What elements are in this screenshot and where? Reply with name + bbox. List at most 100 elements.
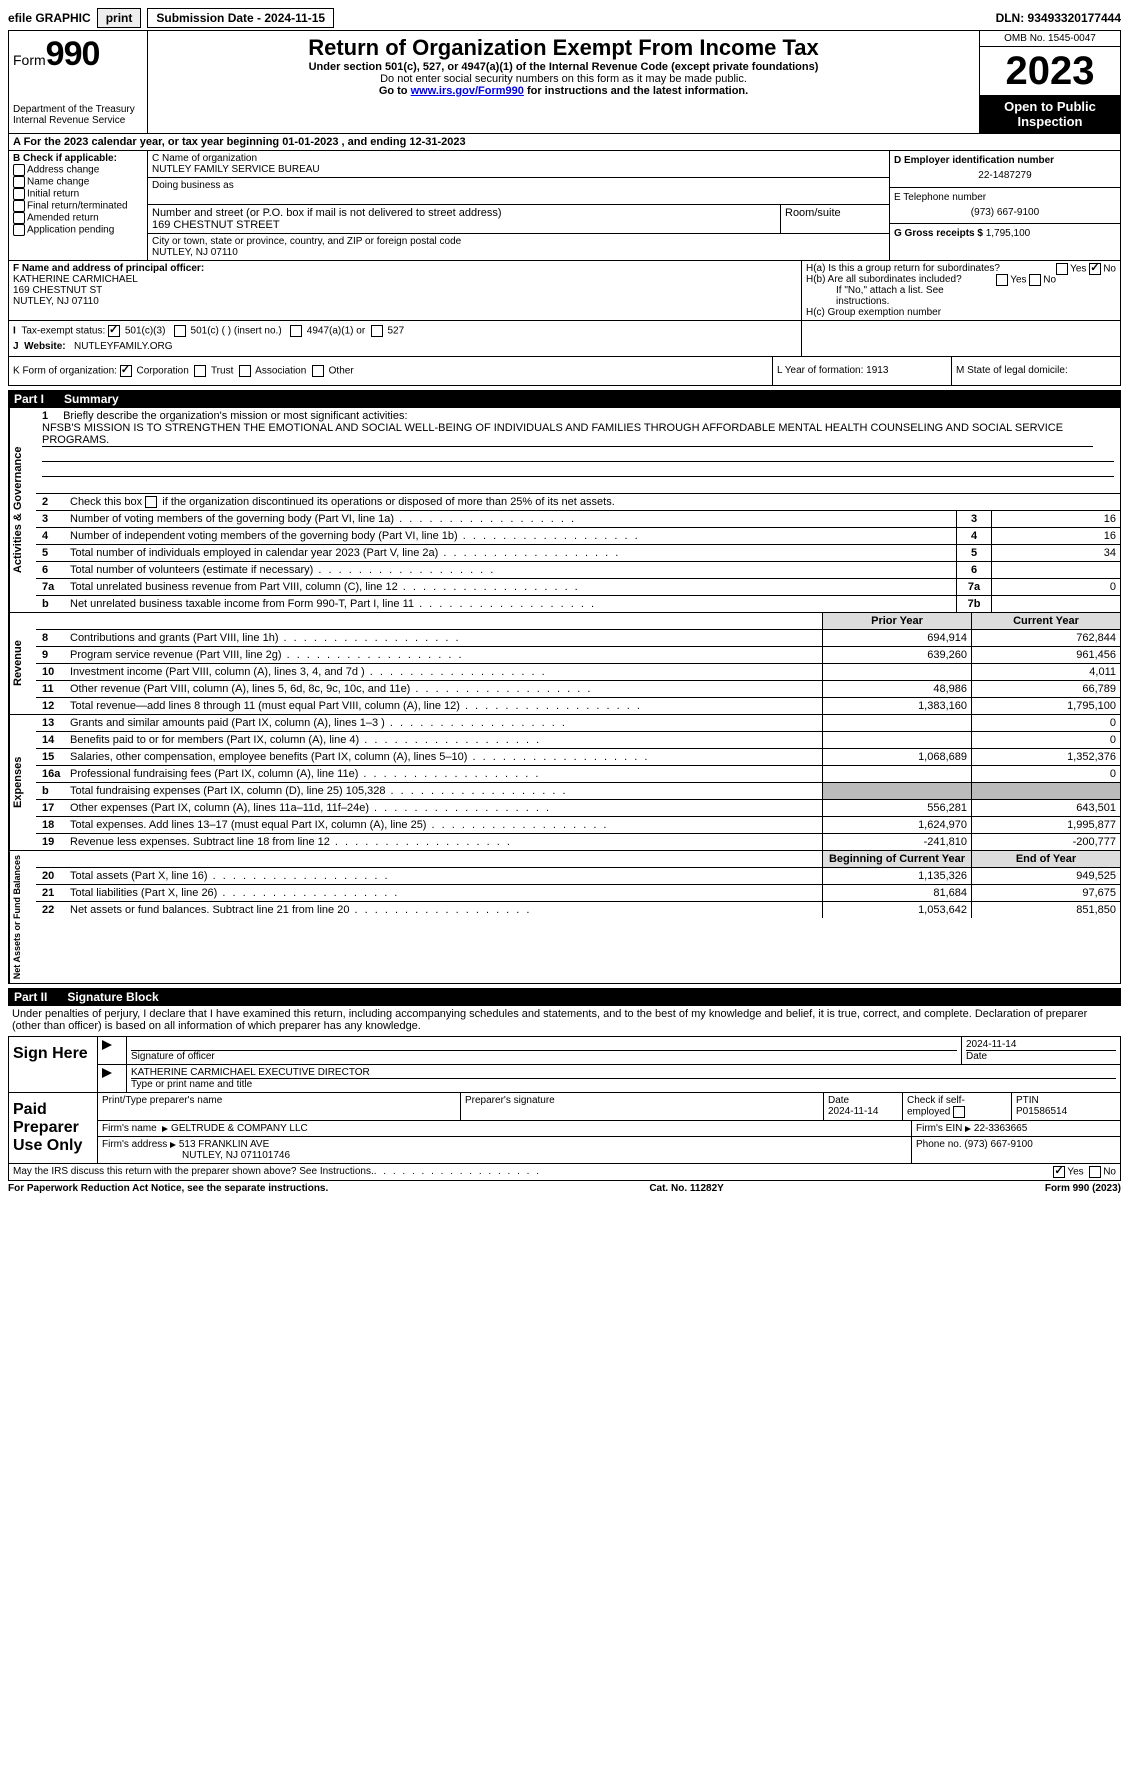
opt-name: Name change xyxy=(27,177,89,188)
print-button[interactable]: print xyxy=(97,8,142,28)
chk-4947[interactable] xyxy=(290,325,302,337)
header-right: OMB No. 1545-0047 2023 Open to Public In… xyxy=(979,31,1120,133)
prep-sig-label: Preparer's signature xyxy=(465,1095,819,1106)
vlabel-net: Net Assets or Fund Balances xyxy=(9,851,36,983)
527: 527 xyxy=(388,326,405,337)
arrow-icon-2 xyxy=(102,1068,112,1078)
hb-yes[interactable] xyxy=(996,274,1008,286)
dept-label: Department of the Treasury Internal Reve… xyxy=(13,104,143,126)
url-post: for instructions and the latest informat… xyxy=(524,85,748,97)
part2-title: Signature Block xyxy=(67,990,158,1004)
paid-label: Paid Preparer Use Only xyxy=(9,1093,98,1163)
ha-no[interactable] xyxy=(1089,263,1101,275)
hb-no[interactable] xyxy=(1029,274,1041,286)
chk-amended[interactable] xyxy=(13,212,25,224)
inspection-label: Open to Public Inspection xyxy=(980,95,1120,133)
money-line: 10Investment income (Part VIII, column (… xyxy=(36,664,1120,681)
chk-self-emp[interactable] xyxy=(953,1106,965,1118)
col-d: D Employer identification number 22-1487… xyxy=(889,151,1120,260)
row-klm: K Form of organization: Corporation Trus… xyxy=(8,357,1121,386)
revenue-section: Revenue Prior Year Current Year 8Contrib… xyxy=(8,613,1121,715)
money-line: 19Revenue less expenses. Subtract line 1… xyxy=(36,834,1120,850)
hb2-label: If "No," attach a list. See instructions… xyxy=(806,285,1116,307)
officer-typed: KATHERINE CARMICHAEL EXECUTIVE DIRECTOR xyxy=(131,1067,1116,1078)
chk-final[interactable] xyxy=(13,200,25,212)
gov-line: 2Check this box if the organization disc… xyxy=(36,494,1120,511)
discuss-row: May the IRS discuss this return with the… xyxy=(8,1164,1121,1181)
officer-city: NUTLEY, NJ 07110 xyxy=(13,296,797,307)
firm-name: GELTRUDE & COMPANY LLC xyxy=(171,1123,308,1134)
part1-title: Summary xyxy=(64,392,119,406)
info-block: B Check if applicable: Address change Na… xyxy=(8,151,1121,261)
gross-label: G Gross receipts $ xyxy=(894,228,983,239)
chk-501c3[interactable] xyxy=(108,325,120,337)
chk-trust[interactable] xyxy=(194,365,206,377)
money-line: 13Grants and similar amounts paid (Part … xyxy=(36,715,1120,732)
cat-no: Cat. No. 11282Y xyxy=(649,1183,723,1194)
net-assets-section: Net Assets or Fund Balances Beginning of… xyxy=(8,851,1121,984)
501c: 501(c) ( ) (insert no.) xyxy=(191,326,282,337)
paperwork-notice: For Paperwork Reduction Act Notice, see … xyxy=(8,1183,328,1194)
state-domicile: M State of legal domicile: xyxy=(951,357,1120,385)
chk-corp[interactable] xyxy=(120,365,132,377)
irs-link[interactable]: www.irs.gov/Form990 xyxy=(411,85,524,97)
subtitle-2: Do not enter social security numbers on … xyxy=(156,73,971,85)
chk-pending[interactable] xyxy=(13,224,25,236)
current-year-hdr: Current Year xyxy=(971,613,1120,629)
money-line: 17Other expenses (Part IX, column (A), l… xyxy=(36,800,1120,817)
501c3: 501(c)(3) xyxy=(125,326,166,337)
phone-label: E Telephone number xyxy=(894,192,1116,203)
mission-label: Briefly describe the organization's miss… xyxy=(63,410,407,422)
discuss-yes[interactable] xyxy=(1053,1166,1065,1178)
gov-line: bNet unrelated business taxable income f… xyxy=(36,596,1120,612)
chk-other[interactable] xyxy=(312,365,324,377)
dln-label: DLN: 93493320177444 xyxy=(996,11,1121,25)
rev-header: Prior Year Current Year xyxy=(36,613,1120,630)
bottom-line: For Paperwork Reduction Act Notice, see … xyxy=(8,1181,1121,1196)
firm-phone: (973) 667-9100 xyxy=(964,1139,1032,1150)
col-c: C Name of organization NUTLEY FAMILY SER… xyxy=(148,151,889,260)
ha-yes[interactable] xyxy=(1056,263,1068,275)
chk-initial[interactable] xyxy=(13,188,25,200)
money-line: 9Program service revenue (Part VIII, lin… xyxy=(36,647,1120,664)
opt-final: Final return/terminated xyxy=(27,201,128,212)
part2-header: Part II Signature Block xyxy=(8,988,1121,1006)
col-b: B Check if applicable: Address change Na… xyxy=(9,151,148,260)
form-footer: Form 990 (2023) xyxy=(1045,1183,1121,1194)
firm-city: NUTLEY, NJ 071101746 xyxy=(102,1150,907,1161)
chk-address[interactable] xyxy=(13,164,25,176)
type-name-label: Type or print name and title xyxy=(131,1078,1116,1090)
expenses-section: Expenses 13Grants and similar amounts pa… xyxy=(8,715,1121,851)
discuss-no[interactable] xyxy=(1089,1166,1101,1178)
chk-501c[interactable] xyxy=(174,325,186,337)
gross-value: 1,795,100 xyxy=(986,228,1031,239)
form-label: Form xyxy=(13,52,46,68)
firm-ein-label: Firm's EIN xyxy=(916,1123,962,1134)
chk-527[interactable] xyxy=(371,325,383,337)
org-city: NUTLEY, NJ 07110 xyxy=(152,247,885,258)
chk-assoc[interactable] xyxy=(239,365,251,377)
part1-label: Part I xyxy=(14,392,44,406)
assoc: Association xyxy=(255,366,306,377)
room-label: Room/suite xyxy=(781,205,889,233)
money-line: 21Total liabilities (Part X, line 26)81,… xyxy=(36,885,1120,902)
vlabel-exp: Expenses xyxy=(9,715,36,850)
prep-date-label: Date xyxy=(828,1095,898,1106)
arrow-icon-5 xyxy=(170,1142,176,1148)
opt-initial: Initial return xyxy=(27,189,79,200)
url-pre: Go to xyxy=(379,85,411,97)
money-line: bTotal fundraising expenses (Part IX, co… xyxy=(36,783,1120,800)
chk-name[interactable] xyxy=(13,176,25,188)
no-2: No xyxy=(1043,275,1056,286)
ein-value: 22-1487279 xyxy=(894,170,1116,181)
org-addr: 169 CHESTNUT STREET xyxy=(152,219,776,231)
officer-label: F Name and address of principal officer: xyxy=(13,263,797,274)
corp: Corporation xyxy=(137,366,189,377)
money-line: 8Contributions and grants (Part VIII, li… xyxy=(36,630,1120,647)
no-3: No xyxy=(1103,1167,1116,1178)
arrow-icon-4 xyxy=(965,1126,971,1132)
sign-here-label: Sign Here xyxy=(9,1037,98,1092)
hc-label: H(c) Group exemption number xyxy=(806,307,1116,318)
url-line: Go to www.irs.gov/Form990 for instructio… xyxy=(156,85,971,97)
submission-date: Submission Date - 2024-11-15 xyxy=(147,8,334,28)
